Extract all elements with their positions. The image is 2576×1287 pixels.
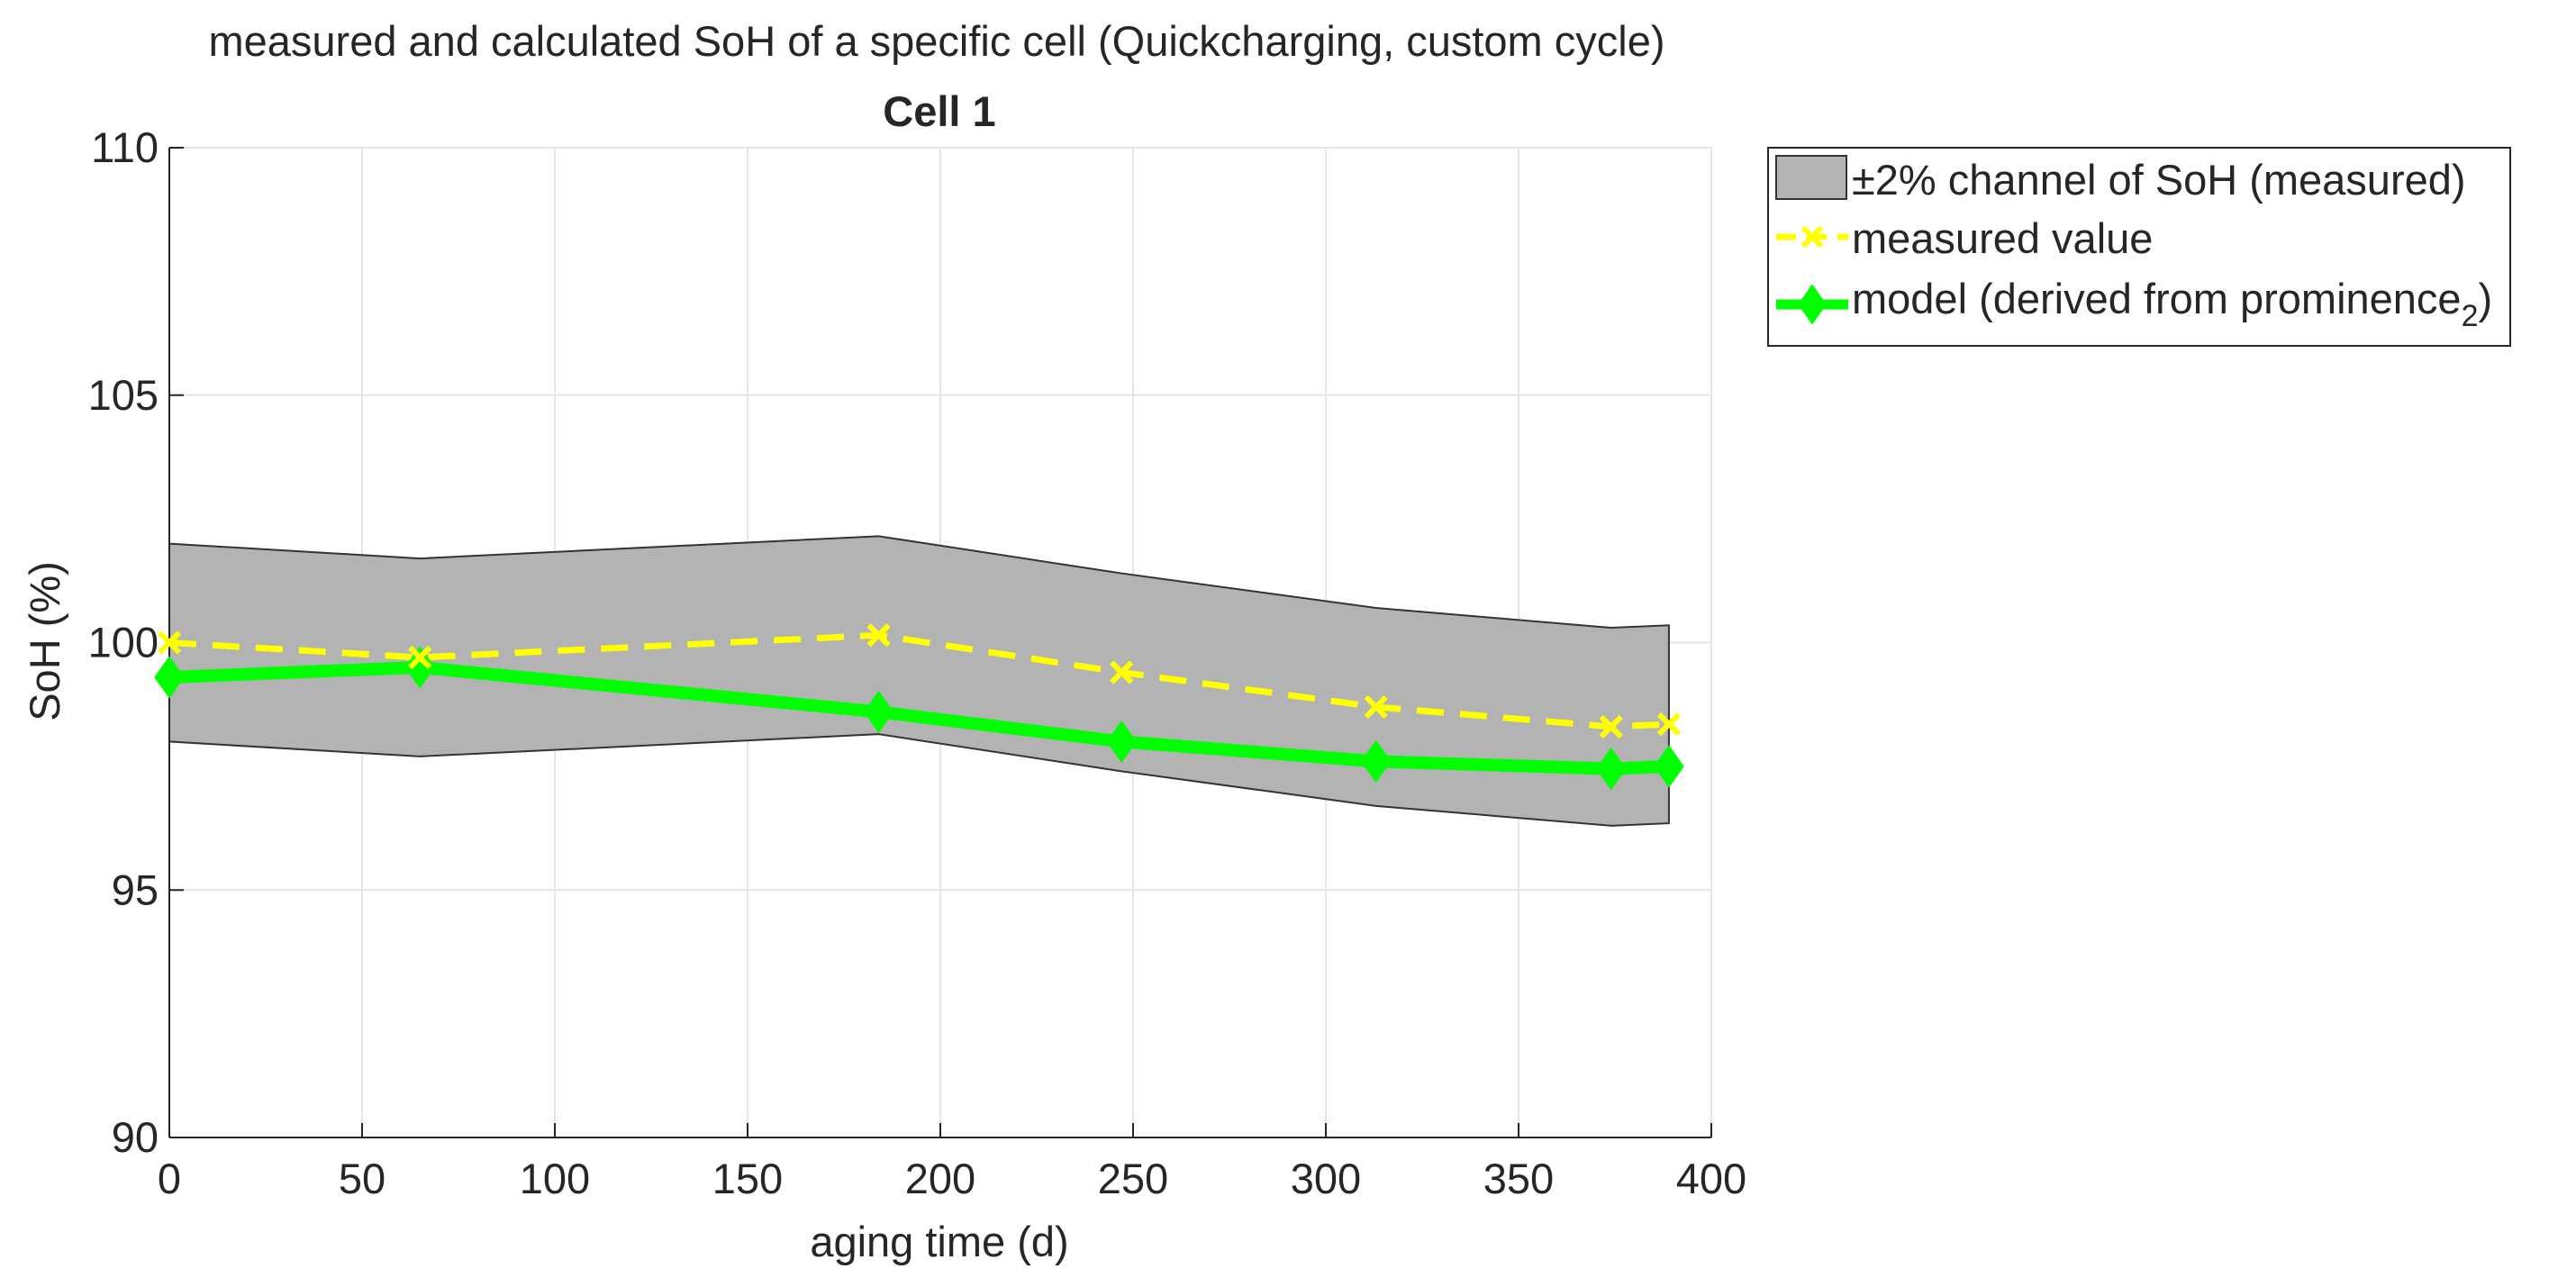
y-tick-label: 110 — [91, 123, 159, 171]
legend-model-marker — [1798, 284, 1827, 325]
model-point — [1360, 739, 1392, 783]
y-tick-label: 90 — [112, 1113, 159, 1161]
legend-box — [1767, 147, 2511, 347]
y-tick-label: 105 — [88, 371, 159, 419]
measured-point — [866, 623, 891, 648]
model-point — [863, 690, 894, 734]
legend-label-band: ±2% channel of SoH (measured) — [1852, 156, 2466, 204]
series-lines — [154, 623, 1684, 791]
x-tick-label: 300 — [1291, 1155, 1361, 1202]
x-tick-label: 100 — [520, 1155, 590, 1202]
x-axis-label: aging time (d) — [810, 1218, 1068, 1265]
legend-label-model-subscript: 2 — [2462, 299, 2479, 333]
legend-measured-marker — [1800, 225, 1824, 249]
legend-band-swatch — [1775, 155, 1847, 200]
x-tick-label: 150 — [712, 1155, 783, 1202]
x-tick-label: 350 — [1483, 1155, 1554, 1202]
legend-label-model-main: model (derived from prominence — [1852, 275, 2462, 322]
legend-label-model-suffix: ) — [2479, 275, 2493, 322]
measured-point — [1364, 694, 1388, 720]
model-point — [154, 656, 185, 699]
x-tick-label: 250 — [1098, 1155, 1168, 1202]
model-point — [1595, 748, 1627, 791]
measured-point — [157, 630, 182, 655]
y-tick-label: 95 — [112, 866, 159, 913]
suptitle: measured and calculated SoH of a specifi… — [208, 17, 1664, 65]
y-axis-label: SoH (%) — [21, 561, 68, 721]
x-tick-label: 0 — [158, 1155, 181, 1202]
legend: ±2% channel of SoH (measured) measured v… — [1767, 147, 2511, 347]
x-tick-label: 50 — [339, 1155, 385, 1202]
measured-point — [408, 645, 432, 670]
measured-point — [1110, 660, 1134, 684]
x-tick-label: 200 — [905, 1155, 975, 1202]
chart-title: Cell 1 — [883, 87, 995, 135]
model-point — [1654, 745, 1684, 788]
y-tick-label: 100 — [88, 619, 159, 666]
model-point — [1106, 720, 1138, 763]
measured-point — [1599, 714, 1623, 739]
x-tick-label: 400 — [1676, 1155, 1746, 1202]
axes: 0 50 100 150 200 250 300 350 400 90 95 100 105 110 — [88, 123, 1747, 1202]
model-point — [404, 646, 436, 689]
legend-label-measured: measured value — [1852, 214, 2153, 262]
measured-point — [1656, 712, 1682, 737]
legend-label-model: model (derived from prominence2) — [1852, 275, 2492, 333]
